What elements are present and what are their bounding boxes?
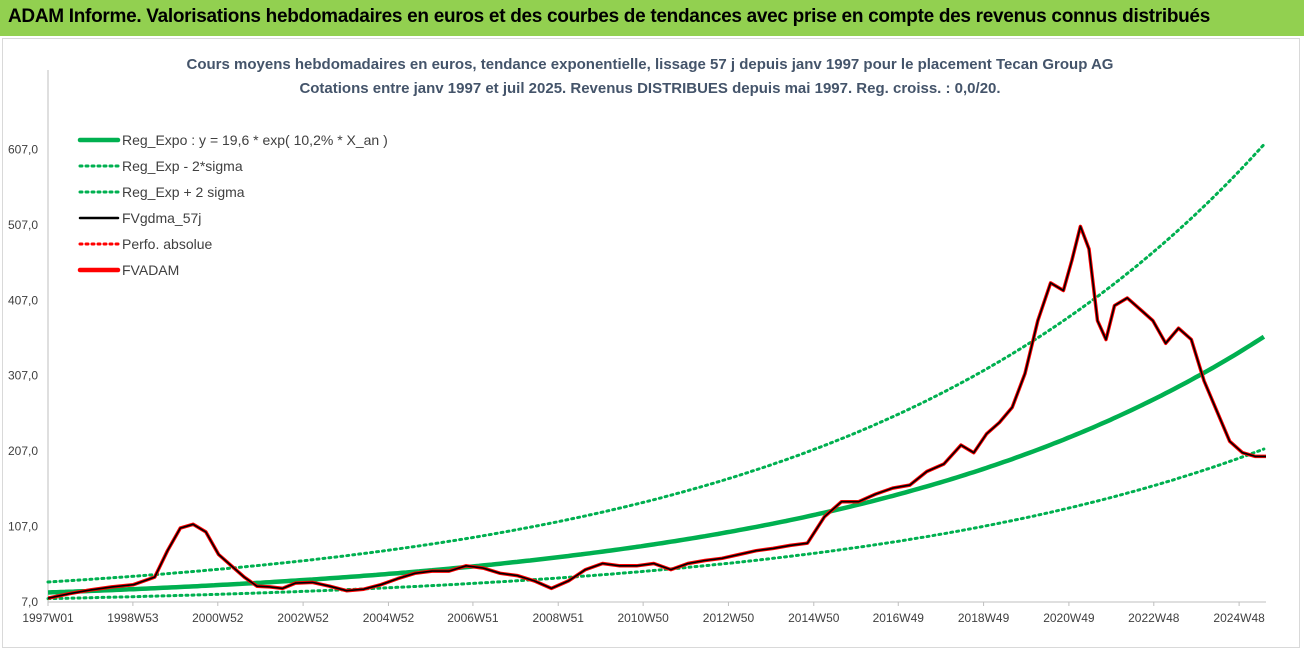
legend: Reg_Expo : y = 19,6 * exp( 10,2% * X_an … — [77, 132, 388, 278]
x-tick-label: 2000W52 — [192, 611, 244, 625]
chart-frame — [2, 38, 1300, 648]
chart-title-line2: Cotations entre janv 1997 et juil 2025. … — [299, 80, 1000, 97]
x-tick-label: 2002W52 — [277, 611, 329, 625]
x-tick-label: 2024W48 — [1213, 611, 1265, 625]
x-tick-label: 2022W48 — [1128, 611, 1180, 625]
title-banner: ADAM Informe. Valorisations hebdomadaire… — [0, 0, 1304, 36]
x-tick-label: 1997W01 — [22, 611, 74, 625]
legend-label: FVgdma_57j — [122, 210, 201, 226]
y-tick-label: 407,0 — [8, 293, 38, 307]
y-tick-label: 607,0 — [8, 142, 38, 156]
x-tick-label: 2004W52 — [363, 611, 415, 625]
series-reg-minus-2sigma — [46, 447, 1266, 601]
x-tick-label: 2008W51 — [533, 611, 585, 625]
series-reg-expo — [47, 334, 1266, 595]
x-tick-label: 2020W49 — [1043, 611, 1095, 625]
x-tick-label: 2014W50 — [788, 611, 840, 625]
x-tick-label: 2016W49 — [873, 611, 925, 625]
legend-label: Perfo. absolue — [122, 236, 212, 252]
x-tick-label: 2012W50 — [703, 611, 755, 625]
y-tick-label: 107,0 — [8, 520, 38, 534]
banner-title: ADAM Informe. Valorisations hebdomadaire… — [8, 6, 1210, 27]
legend-label: FVADAM — [122, 262, 179, 278]
x-tick-label: 2010W50 — [617, 611, 669, 625]
legend-label: Reg_Exp + 2 sigma — [122, 184, 245, 200]
x-tick-label: 2018W49 — [958, 611, 1010, 625]
chart-title-line1: Cours moyens hebdomadaires en euros, ten… — [187, 56, 1114, 73]
series-fvgdma-57j — [48, 225, 1266, 599]
x-tick-label: 1998W53 — [107, 611, 159, 625]
plot-area: 7,0 107,0 207,0 307,0 407,0 507,0 607,0 1997W01… — [8, 70, 1266, 625]
legend-label: Reg_Exp - 2*sigma — [122, 158, 243, 174]
y-tick-label: 207,0 — [8, 444, 38, 458]
y-tick-label: 307,0 — [8, 369, 38, 383]
series-reg-plus-2sigma — [46, 143, 1266, 584]
y-tick-label: 507,0 — [8, 218, 38, 232]
legend-label: Reg_Expo : y = 19,6 * exp( 10,2% * X_an … — [122, 132, 388, 148]
y-tick-label: 7,0 — [21, 595, 38, 609]
x-tick-label: 2006W51 — [447, 611, 499, 625]
